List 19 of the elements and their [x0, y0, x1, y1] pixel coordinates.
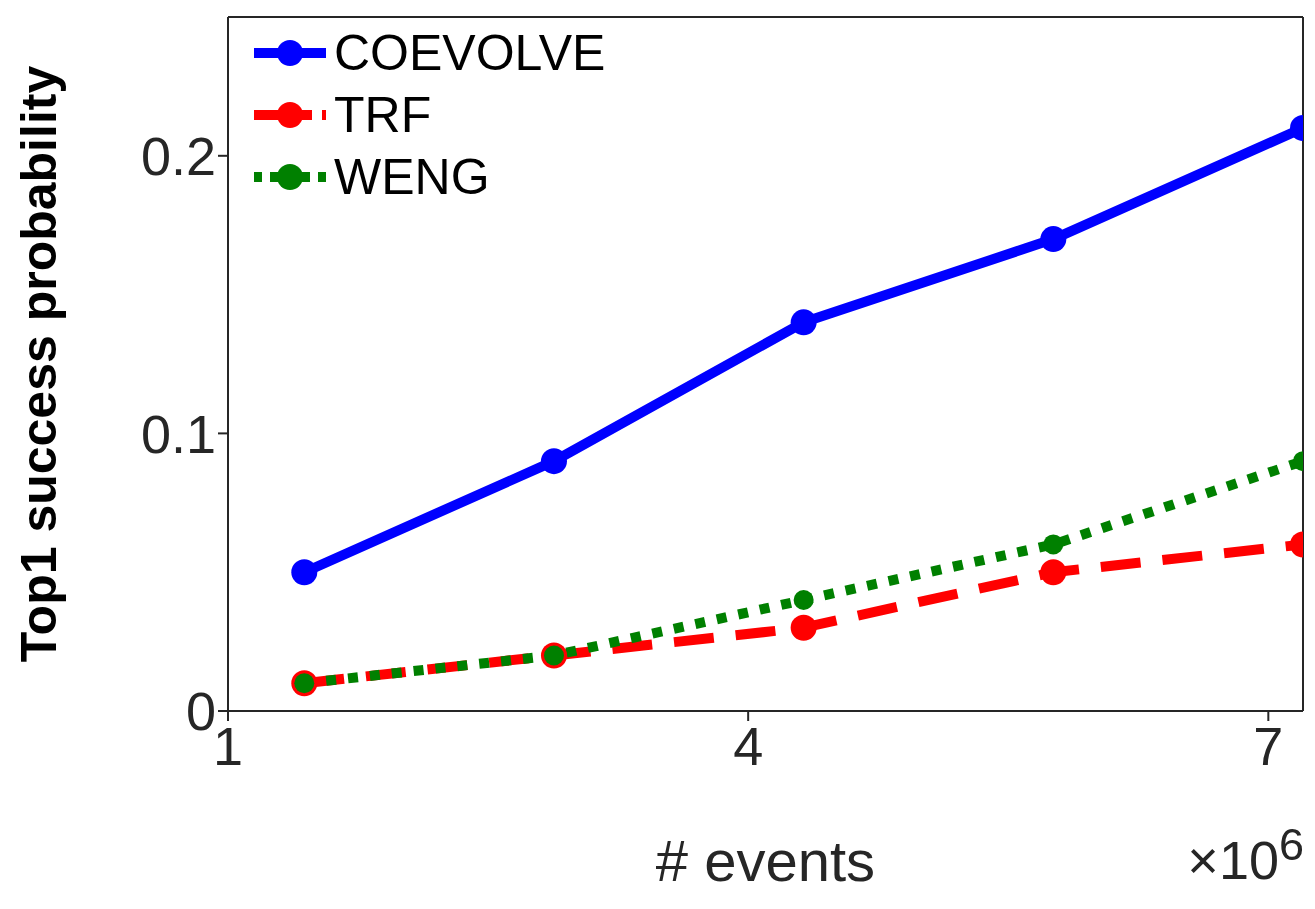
point — [1040, 559, 1067, 586]
legend-label: COEVOLVE — [334, 24, 606, 83]
point — [1040, 226, 1067, 253]
point — [793, 589, 814, 610]
x-tick-label: 4 — [733, 716, 764, 777]
point — [790, 614, 817, 641]
text: ×10$^{6}$ — [1187, 819, 1304, 891]
y-tick-label: 0 — [185, 681, 216, 742]
point — [540, 448, 567, 475]
y-tick-label: 0.2 — [140, 125, 216, 186]
point — [291, 559, 318, 586]
y-tick-label: 0.1 — [140, 403, 216, 464]
point — [790, 309, 817, 336]
legend-label: TRF — [334, 86, 432, 145]
x-axis-title: # events — [655, 828, 876, 893]
x-tick-label: 7 — [1253, 716, 1284, 777]
point — [1043, 534, 1064, 555]
legend-label: WENG — [334, 148, 490, 207]
y-axis-title: Top1 success probability — [10, 65, 67, 663]
